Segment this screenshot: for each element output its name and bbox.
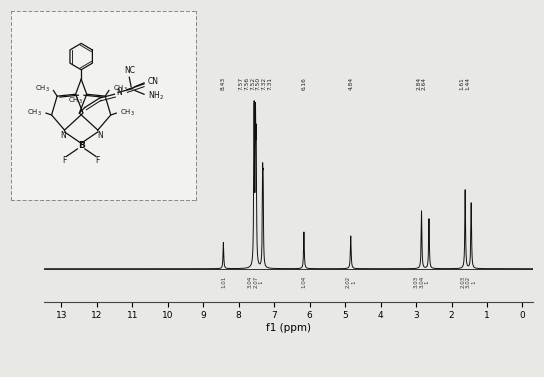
Text: NH$_2$: NH$_2$ <box>148 90 164 103</box>
Text: N: N <box>116 88 122 97</box>
X-axis label: f1 (ppm): f1 (ppm) <box>266 323 311 333</box>
Text: 4.84: 4.84 <box>348 77 353 90</box>
Text: CH$_3$: CH$_3$ <box>27 108 42 118</box>
Text: CH$_3$: CH$_3$ <box>35 83 50 94</box>
Text: F: F <box>96 156 100 165</box>
Text: NC: NC <box>123 66 135 75</box>
Text: CH$_3$: CH$_3$ <box>120 108 135 118</box>
Text: N: N <box>60 131 65 140</box>
Text: 1.04: 1.04 <box>301 276 306 288</box>
Text: 7.57
7.56
7.52
7.50
7.32
7.31: 7.57 7.56 7.52 7.50 7.32 7.31 <box>238 77 273 90</box>
Text: 6.16: 6.16 <box>301 77 306 90</box>
Text: 1.01: 1.01 <box>221 276 226 288</box>
Text: 2.03
3.02
1: 2.03 3.02 1 <box>461 276 477 288</box>
Text: 3.04
2.07
1: 3.04 2.07 1 <box>248 276 264 288</box>
Text: B: B <box>78 141 85 150</box>
Text: CN: CN <box>148 77 159 86</box>
Text: 2.02
1: 2.02 1 <box>345 276 356 288</box>
Text: 1.61
1.44: 1.61 1.44 <box>460 77 471 90</box>
Text: N: N <box>97 131 102 140</box>
Text: CH$_3$: CH$_3$ <box>68 95 83 106</box>
Text: F: F <box>63 156 67 165</box>
Text: CH$_3$: CH$_3$ <box>113 83 127 94</box>
Text: 8.43: 8.43 <box>221 77 226 90</box>
Text: 3.03
3.04
1: 3.03 3.04 1 <box>414 276 430 288</box>
Text: 2.84
2.64: 2.84 2.64 <box>416 77 427 90</box>
